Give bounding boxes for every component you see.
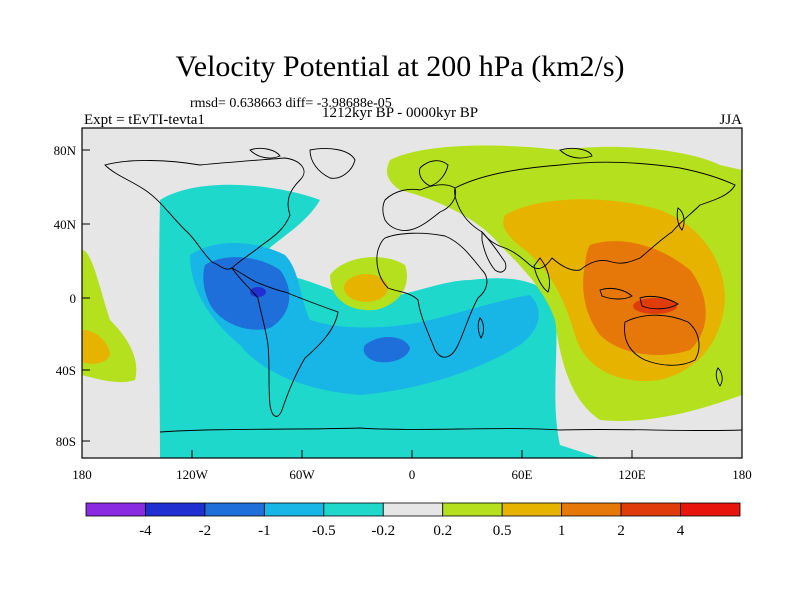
colorbar-swatch — [263, 502, 325, 517]
colorbar-swatch — [442, 502, 503, 517]
negative-region-strong — [203, 257, 290, 330]
colorbar-label: 2 — [617, 523, 625, 539]
colorbar-swatch — [620, 502, 681, 517]
colorbar-swatch — [501, 502, 563, 517]
positive-region-strong — [583, 241, 706, 355]
colorbar-label: -1 — [258, 523, 271, 539]
positive-region-atlantic-core — [344, 274, 388, 302]
stats-line: rmsd= 0.638663 diff= -3.98688e-05 — [190, 96, 392, 111]
colorbar-label: 0.2 — [433, 523, 452, 539]
colorbar-label: -4 — [139, 523, 152, 539]
colorbar-label: -2 — [199, 523, 212, 539]
colorbar-swatch — [382, 502, 444, 517]
y-tick-label: 80N — [54, 143, 77, 158]
map-title: Velocity Potential at 200 hPa (km2/s) — [175, 50, 625, 83]
period-label: 1212kyr BP - 0000kyr BP — [321, 105, 479, 121]
season-label: JJA — [719, 112, 742, 128]
colorbar-swatch — [561, 502, 622, 517]
x-tick-label: 0 — [409, 467, 416, 482]
colorbar-label: 4 — [677, 523, 685, 539]
colorbar-label: -0.2 — [371, 523, 395, 539]
negative-region-atlantic — [363, 337, 410, 363]
x-tick-label: 180 — [732, 467, 752, 482]
x-tick-labels: 180 120W 60W 0 60E 120E 180 — [72, 467, 752, 482]
x-tick-label: 120E — [618, 467, 646, 482]
colorbar: -4 -2 -1 -0.5 -0.2 0.2 0.5 1 2 4 — [85, 502, 741, 539]
coastlines — [104, 147, 742, 433]
x-tick-label: 60E — [512, 467, 533, 482]
colorbar-swatch — [85, 502, 146, 517]
y-tick-labels: 80N 40N 0 40S 80S — [54, 143, 77, 449]
negative-core — [250, 287, 266, 297]
x-tick-label: 120W — [176, 467, 209, 482]
colorbar-label: 0.5 — [493, 523, 512, 539]
colorbar-swatch — [680, 502, 741, 517]
y-tick-label: 80S — [56, 434, 76, 449]
positive-core — [633, 298, 677, 314]
y-tick-label: 40N — [54, 217, 77, 232]
y-tick-label: 0 — [70, 291, 77, 306]
positive-region-west-edge-core — [82, 330, 110, 364]
colorbar-label: 1 — [558, 523, 566, 539]
colorbar-swatch — [145, 502, 206, 517]
colorbar-swatch — [323, 502, 384, 517]
experiment-label: Expt = tEvTI-tevta1 — [84, 112, 205, 128]
x-tick-label: 60W — [289, 467, 315, 482]
colorbar-swatch — [204, 502, 265, 517]
colorbar-label: -0.5 — [312, 523, 336, 539]
x-tick-marks — [81, 450, 743, 458]
contour-fields — [82, 128, 742, 458]
y-tick-marks — [82, 149, 90, 442]
x-tick-label: 180 — [72, 467, 92, 482]
y-tick-label: 40S — [56, 363, 76, 378]
